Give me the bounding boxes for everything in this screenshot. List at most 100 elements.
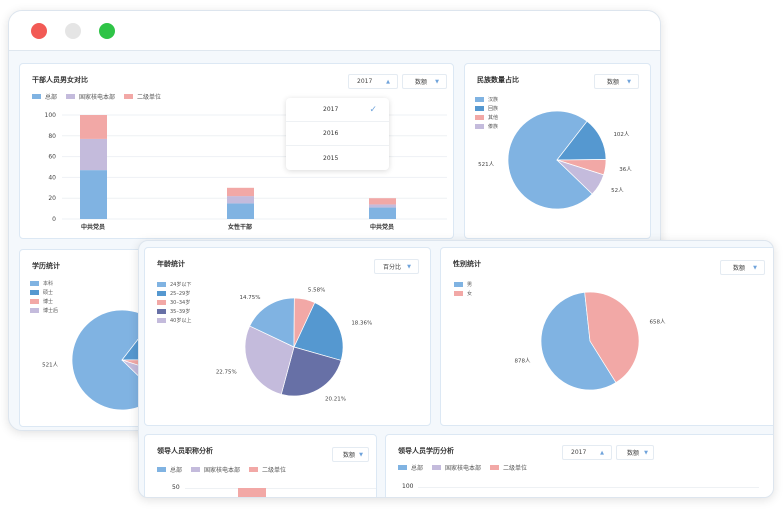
mode-select[interactable]: 百分比 ▼	[374, 259, 419, 274]
leader-title-card: 领导人员职称分析 数额 ▼ 总部 国家核电本部 二级单位 50	[144, 434, 377, 497]
x-tick-label: 中共党员	[81, 223, 105, 231]
bar-segment	[369, 204, 396, 208]
card-title: 性别统计	[453, 260, 481, 268]
gridline	[185, 488, 376, 489]
caret-down-icon: ▼	[407, 263, 411, 270]
pie-label: 658人	[650, 319, 666, 326]
legend: 本科 硕士 博士 博士后	[30, 280, 58, 314]
card-title: 领导人员学历分析	[398, 447, 454, 455]
title-bar	[9, 11, 660, 51]
mode-select[interactable]: 数额 ▼	[332, 447, 369, 462]
legend: 24岁以下 25–29岁 30–34岁 35–39岁 40岁以上	[157, 281, 191, 324]
pie-label: 20.21%	[325, 396, 346, 402]
leader-edu-card: 领导人员学历分析 2017 ▲ 数额 ▼ 总部 国家核电本部 二级单位 100	[385, 434, 773, 497]
bar	[238, 488, 266, 497]
card-title: 学历统计	[32, 262, 60, 270]
bar-segment	[369, 207, 396, 219]
legend-item: 总部	[32, 92, 57, 101]
card-title: 领导人员职称分析	[157, 447, 213, 455]
y-tick-label: 60	[48, 154, 56, 161]
age-pie: 18.36% 20.21% 22.75% 14.75% 5.58%	[216, 287, 372, 402]
year-dropdown-menu: 2017 ✓ 2016 2015	[286, 98, 389, 170]
pie-slice	[293, 297, 316, 348]
dropdown-option[interactable]: 2016	[286, 122, 389, 146]
bar-segment	[227, 196, 254, 204]
close-button[interactable]	[31, 23, 47, 39]
pie-slice	[71, 309, 159, 411]
caret-down-icon: ▼	[359, 451, 363, 458]
caret-down-icon: ▼	[627, 78, 631, 85]
y-tick-label: 80	[48, 133, 56, 140]
dropdown-option[interactable]: 2017 ✓	[286, 98, 389, 122]
card-title: 民族数量占比	[477, 76, 519, 84]
year-select[interactable]: 2017 ▲	[562, 445, 612, 460]
caret-up-icon: ▲	[386, 78, 390, 85]
mode-value: 数额	[415, 79, 428, 86]
pie-slice	[584, 291, 640, 384]
minimize-button[interactable]	[65, 23, 81, 39]
age-card: 年龄统计 百分比 ▼ 24岁以下 25–29岁 30–34岁 35–39岁 40岁…	[144, 247, 431, 426]
front-window: 年龄统计 百分比 ▼ 24岁以下 25–29岁 30–34岁 35–39岁 40岁…	[138, 240, 774, 498]
pie-label: 5.58%	[308, 287, 325, 293]
card-title: 干部人员男女对比	[32, 76, 88, 84]
bar-segment	[227, 187, 254, 197]
bar-segment	[80, 138, 107, 171]
pie-slice	[244, 325, 295, 395]
y-tick-label: 0	[52, 216, 56, 223]
pie-label: 102人	[613, 131, 629, 138]
pie-label: 521人	[478, 161, 494, 168]
bar-chart: 0 20 40 60 80 100 中共党员 女性干部 中共党员	[45, 112, 447, 231]
caret-down-icon: ▼	[644, 449, 648, 456]
mode-select[interactable]: 数额 ▼	[594, 74, 639, 89]
legend: 总部 国家核电本部 二级单位	[398, 463, 527, 472]
y-tick-label: 40	[48, 174, 56, 181]
ethnic-pie: 521人 102人 36人 52人	[478, 110, 632, 210]
gender-card: 性别统计 数额 ▼ 男 女 878人 658人	[440, 247, 773, 426]
bar-segment	[80, 170, 107, 219]
card-title: 年龄统计	[157, 260, 185, 268]
bar-segment	[369, 198, 396, 205]
year-value: 2017	[357, 78, 373, 85]
bar-segment	[80, 115, 107, 139]
check-icon: ✓	[369, 104, 377, 115]
pie-label: 36人	[619, 166, 632, 173]
back-window: 干部人员男女对比 2017 ▲ 数额 ▼ 总部 国家核电本部 二级单位 0 20 40 6…	[8, 10, 661, 431]
pie-slice	[556, 159, 605, 195]
y-tick: 100	[402, 483, 414, 490]
caret-down-icon: ▼	[753, 264, 757, 271]
pie-label: 521人	[42, 361, 58, 368]
caret-down-icon: ▼	[435, 78, 439, 85]
y-tick-label: 100	[45, 112, 57, 119]
legend: 汉族 回族 其他 傣族	[475, 96, 498, 130]
ethnic-card: 民族数量占比 数额 ▼ 汉族 回族 其他 傣族 521人 102人 36人 52人	[464, 63, 651, 239]
pie-label: 14.75%	[240, 295, 261, 301]
bar-segment	[227, 203, 254, 219]
gender-pie: 878人 658人	[514, 291, 666, 391]
pie-label: 878人	[514, 357, 530, 364]
pie-label: 22.75%	[216, 370, 237, 376]
legend: 总部 国家核电本部 二级单位	[157, 465, 286, 474]
pie-slice	[280, 346, 342, 397]
gridline	[418, 487, 759, 488]
y-tick: 50	[172, 484, 180, 491]
legend-item: 国家核电本部	[66, 92, 115, 101]
x-tick-label: 中共党员	[370, 223, 394, 231]
y-tick-label: 20	[48, 195, 56, 202]
pie-label: 52人	[611, 187, 624, 194]
mode-select[interactable]: 数额 ▼	[616, 445, 654, 460]
pie-slice	[507, 110, 593, 210]
mode-select[interactable]: 数额 ▼	[720, 260, 765, 275]
caret-up-icon: ▲	[600, 449, 604, 456]
dropdown-option[interactable]: 2015	[323, 154, 339, 162]
legend-item: 二级单位	[124, 92, 161, 101]
legend: 男 女	[454, 281, 472, 297]
mode-select[interactable]: 数额 ▼	[402, 74, 447, 89]
pie-slice	[540, 291, 617, 391]
year-select[interactable]: 2017 ▲	[348, 74, 398, 89]
pie-label: 18.36%	[351, 321, 372, 327]
legend: 总部 国家核电本部 二级单位	[32, 92, 161, 101]
maximize-button[interactable]	[99, 23, 115, 39]
x-tick-label: 女性干部	[228, 223, 252, 231]
pie-slice	[249, 297, 295, 348]
cadre-card: 干部人员男女对比 2017 ▲ 数额 ▼ 总部 国家核电本部 二级单位 0 20 40 6…	[19, 63, 454, 239]
